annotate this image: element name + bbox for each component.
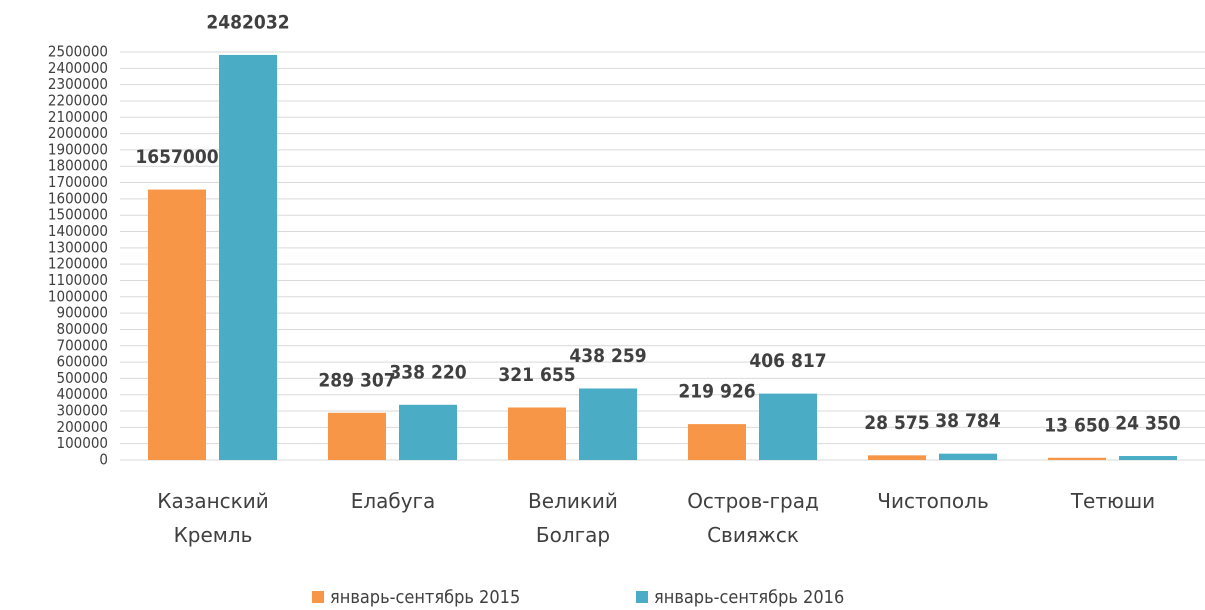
y-tick-label: 400000 — [56, 385, 108, 403]
value-label: 338 220 — [389, 361, 466, 383]
bar — [219, 54, 277, 461]
value-label: 438 259 — [569, 345, 646, 367]
value-label: 2482032 — [206, 11, 289, 33]
y-tick-label: 1900000 — [48, 140, 108, 158]
bar — [868, 455, 926, 460]
x-tick-label: Великий Болгар — [528, 489, 618, 547]
value-label: 321 655 — [498, 364, 575, 386]
y-tick-label: 100000 — [56, 434, 108, 452]
y-tick-label: 0 — [99, 451, 108, 469]
y-tick-label: 1500000 — [48, 206, 108, 224]
x-tick-label: Тетюши — [1070, 489, 1156, 513]
y-tick-label: 2100000 — [48, 108, 108, 126]
y-tick-label: 2300000 — [48, 75, 108, 93]
legend-swatch — [312, 591, 324, 603]
value-label: 406 817 — [749, 350, 826, 372]
bar — [508, 407, 566, 460]
y-tick-label: 700000 — [56, 336, 108, 354]
y-tick-label: 2500000 — [48, 43, 108, 61]
y-tick-label: 1200000 — [48, 255, 108, 273]
y-tick-label: 1400000 — [48, 222, 108, 240]
x-tick-label: Остров-град Свияжск — [687, 489, 819, 547]
value-label: 289 307 — [318, 369, 395, 391]
value-label: 38 784 — [935, 410, 1001, 432]
y-tick-label: 2200000 — [48, 91, 108, 109]
x-tick-label: Казанский Кремль — [157, 489, 269, 547]
bar — [579, 388, 637, 460]
value-label: 28 575 — [864, 412, 929, 434]
y-tick-label: 300000 — [56, 402, 108, 420]
bar — [399, 404, 457, 460]
value-label: 24 350 — [1115, 413, 1181, 435]
y-tick-label: 1700000 — [48, 173, 108, 191]
bar — [328, 412, 386, 460]
bar — [688, 424, 746, 460]
y-tick-label: 500000 — [56, 369, 108, 387]
y-tick-label: 200000 — [56, 418, 108, 436]
value-label: 1657000 — [135, 146, 218, 168]
y-tick-label: 1100000 — [48, 271, 108, 289]
y-tick-label: 2400000 — [48, 59, 108, 77]
bar — [759, 393, 817, 460]
bar — [939, 453, 997, 460]
y-tick-label: 900000 — [56, 304, 108, 322]
value-label: 13 650 — [1044, 414, 1110, 436]
y-tick-label: 800000 — [56, 320, 108, 338]
legend-swatch — [636, 591, 648, 603]
legend-label: январь-сентябрь 2015 — [330, 587, 520, 608]
value-label: 219 926 — [678, 381, 755, 403]
y-tick-label: 1600000 — [48, 189, 108, 207]
bar — [1048, 457, 1106, 460]
y-tick-label: 1300000 — [48, 238, 108, 256]
bar — [148, 189, 206, 460]
y-tick-label: 1000000 — [48, 287, 108, 305]
legend-label: январь-сентябрь 2016 — [654, 587, 844, 608]
y-tick-label: 600000 — [56, 353, 108, 371]
x-tick-label: Чистополь — [877, 489, 989, 513]
bar — [1119, 456, 1177, 460]
y-tick-label: 2000000 — [48, 124, 108, 142]
x-tick-label: Елабуга — [350, 489, 436, 513]
y-tick-label: 1800000 — [48, 157, 108, 175]
